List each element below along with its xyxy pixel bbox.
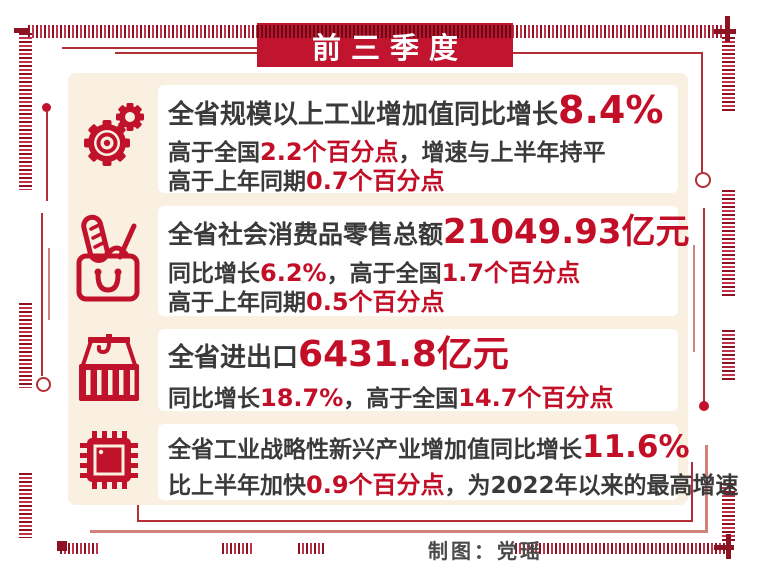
stat-text: ，增速与上半年持平 bbox=[398, 140, 606, 166]
circuit-node bbox=[36, 377, 51, 392]
stat-value: 1.7个百分点 bbox=[441, 259, 581, 287]
stat-value: 21049.93亿元 bbox=[443, 212, 690, 252]
stat-line: 全省进出口6431.8亿元 bbox=[168, 333, 678, 383]
stat-line: 高于全国2.2个百分点，增速与上半年持平 bbox=[168, 139, 678, 168]
stat-value: 18.7% bbox=[260, 384, 344, 412]
gears-icon bbox=[84, 103, 144, 166]
stat-text: 全省工业战略性新兴产业增加值同比增长 bbox=[168, 437, 582, 463]
stat-value: 0.5个百分点 bbox=[306, 288, 445, 316]
stat-text: 全省进出口 bbox=[168, 343, 299, 373]
stat-value: 0.9个百分点 bbox=[306, 471, 445, 499]
stat-text: 高于上年同期 bbox=[168, 169, 306, 195]
circuit-line bbox=[46, 111, 48, 201]
stat-value: 2.2个百分点 bbox=[260, 138, 399, 166]
border-stripes-left bbox=[19, 33, 32, 190]
border-stripes-bottom bbox=[60, 543, 98, 554]
border-stripes-bottom bbox=[515, 543, 727, 554]
stat-text: ，为2022年以来的最高增速 bbox=[444, 473, 739, 499]
stat-text: 同比增长 bbox=[168, 261, 260, 287]
stat-text: 比上半年加快 bbox=[168, 473, 306, 499]
border-stripes-right bbox=[722, 483, 735, 541]
circuit-line bbox=[701, 52, 703, 172]
border-stripes-right bbox=[722, 190, 735, 298]
page-title: 前三季度 bbox=[311, 31, 468, 65]
circuit-line bbox=[115, 52, 267, 54]
circuit-line bbox=[41, 213, 43, 376]
circuit-node bbox=[699, 401, 709, 411]
circuit-line bbox=[48, 248, 50, 320]
corner-bracket bbox=[705, 445, 708, 533]
stat-line: 同比增长6.2%，高于全国1.7个百分点 bbox=[168, 260, 678, 289]
chip-icon bbox=[80, 431, 138, 489]
content-panel: 全省规模以上工业增加值同比增长8.4% 高于全国2.2个百分点，增速与上半年持平… bbox=[68, 73, 739, 505]
corner-bracket bbox=[137, 505, 139, 522]
circuit-line bbox=[693, 245, 695, 352]
stat-line: 高于上年同期0.7个百分点 bbox=[168, 168, 678, 197]
stat-value: 11.6% bbox=[582, 429, 690, 465]
border-stripes-bottom bbox=[298, 543, 326, 554]
stat-card-industry: 全省规模以上工业增加值同比增长8.4% 高于全国2.2个百分点，增速与上半年持平… bbox=[158, 85, 678, 195]
stat-line: 全省工业战略性新兴产业增加值同比增长11.6% bbox=[168, 428, 690, 471]
circuit-line bbox=[703, 208, 705, 402]
stat-text: ，高于全国 bbox=[343, 386, 459, 412]
stat-line: 全省社会消费品零售总额21049.93亿元 bbox=[168, 210, 690, 260]
border-stripes-right bbox=[722, 330, 735, 382]
shopping-bag-icon bbox=[76, 214, 140, 302]
border-corner-mark bbox=[714, 29, 736, 34]
container-icon bbox=[79, 334, 139, 401]
corner-bracket bbox=[90, 530, 708, 533]
border-stripes-left bbox=[19, 473, 32, 538]
stat-card-trade: 全省进出口6431.8亿元 同比增长18.7%，高于全国14.7个百分点 bbox=[158, 329, 678, 412]
stat-text: 高于全国 bbox=[168, 140, 260, 166]
stat-card-retail: 全省社会消费品零售总额21049.93亿元 同比增长6.2%，高于全国1.7个百… bbox=[158, 206, 690, 318]
stat-line: 同比增长18.7%，高于全国14.7个百分点 bbox=[168, 383, 678, 416]
corner-bracket bbox=[137, 520, 693, 522]
stat-value: 6.2% bbox=[260, 259, 327, 287]
stat-text: 全省社会消费品零售总额 bbox=[168, 220, 444, 249]
stat-value: 14.7个百分点 bbox=[458, 384, 614, 412]
stat-text: 高于上年同期 bbox=[168, 290, 306, 316]
stat-line: 比上半年加快0.9个百分点，为2022年以来的最高增速 bbox=[168, 471, 739, 502]
circuit-node bbox=[695, 172, 711, 188]
stat-line: 全省规模以上工业增加值同比增长8.4% bbox=[168, 89, 678, 139]
circuit-line bbox=[62, 47, 267, 49]
credit-label: 制图：党瑶 bbox=[428, 539, 543, 563]
stat-line: 高于上年同期0.5个百分点 bbox=[168, 289, 678, 318]
border-stripes-right bbox=[722, 37, 735, 113]
border-stripes-bottom bbox=[222, 543, 252, 554]
stat-value: 0.7个百分点 bbox=[306, 167, 445, 195]
border-corner-mark bbox=[57, 541, 67, 551]
stat-value: 8.4% bbox=[558, 88, 664, 132]
circuit-line bbox=[507, 52, 703, 54]
border-stripes-left bbox=[19, 303, 32, 388]
stat-text: ，高于全国 bbox=[326, 261, 442, 287]
corner-bracket bbox=[691, 462, 693, 522]
stat-text: 全省规模以上工业增加值同比增长 bbox=[168, 100, 559, 130]
title-banner: 前三季度 bbox=[257, 23, 513, 67]
stat-text: 同比增长 bbox=[168, 386, 260, 412]
stat-value: 6431.8亿元 bbox=[298, 334, 509, 375]
border-corner-mark bbox=[714, 545, 734, 550]
border-corner-mark bbox=[14, 28, 30, 33]
circuit-node bbox=[42, 103, 51, 112]
stat-card-emerging-industry: 全省工业战略性新兴产业增加值同比增长11.6% 比上半年加快0.9个百分点，为2… bbox=[158, 424, 739, 502]
